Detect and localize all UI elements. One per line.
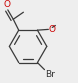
Text: O: O bbox=[4, 0, 11, 9]
Text: O: O bbox=[48, 25, 55, 34]
Text: Br: Br bbox=[45, 70, 55, 79]
